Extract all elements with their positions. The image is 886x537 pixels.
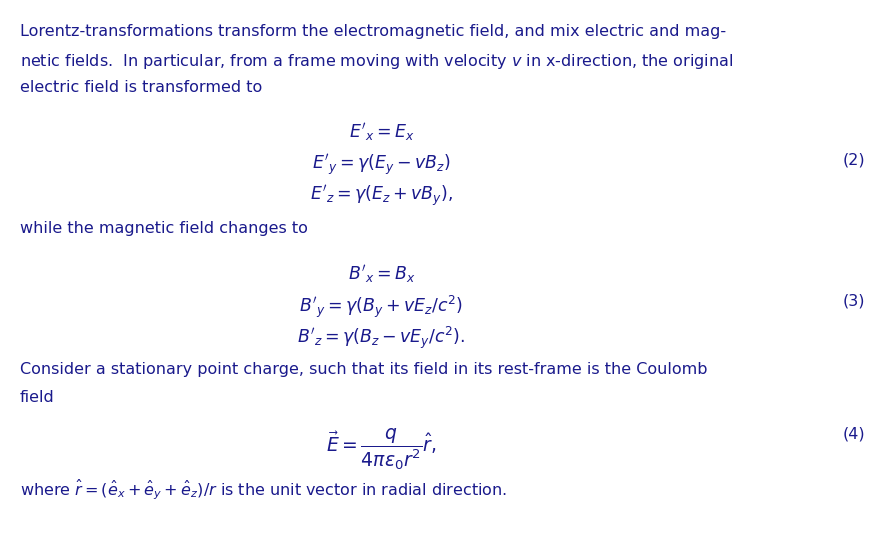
- Text: $B'_z = \gamma(B_z - vE_y/c^2).$: $B'_z = \gamma(B_z - vE_y/c^2).$: [297, 325, 465, 351]
- Text: where $\hat{r} = (\hat{e}_x + \hat{e}_y + \hat{e}_z)/r$ is the unit vector in ra: where $\hat{r} = (\hat{e}_x + \hat{e}_y …: [19, 477, 506, 502]
- Text: (2): (2): [841, 153, 864, 168]
- Text: field: field: [19, 390, 54, 405]
- Text: $\vec{E} = \dfrac{q}{4\pi\epsilon_0 r^2}\hat{r},$: $\vec{E} = \dfrac{q}{4\pi\epsilon_0 r^2}…: [326, 426, 436, 472]
- Text: Consider a stationary point charge, such that its field in its rest-frame is the: Consider a stationary point charge, such…: [19, 362, 706, 378]
- Text: $E'_z = \gamma(E_z + vB_y),$: $E'_z = \gamma(E_z + vB_y),$: [309, 184, 453, 209]
- Text: while the magnetic field changes to: while the magnetic field changes to: [19, 221, 307, 236]
- Text: (3): (3): [842, 294, 864, 309]
- Text: netic fields.  In particular, from a frame moving with velocity $v$ in x-directi: netic fields. In particular, from a fram…: [19, 52, 732, 71]
- Text: electric field is transformed to: electric field is transformed to: [19, 80, 261, 95]
- Text: $E'_x = E_x$: $E'_x = E_x$: [348, 121, 414, 143]
- Text: Lorentz-transformations transform the electromagnetic field, and mix electric an: Lorentz-transformations transform the el…: [19, 24, 725, 39]
- Text: $E'_y = \gamma(E_y - vB_z)$: $E'_y = \gamma(E_y - vB_z)$: [312, 153, 450, 178]
- Text: $B'_x = B_x$: $B'_x = B_x$: [347, 263, 415, 285]
- Text: (4): (4): [841, 426, 864, 441]
- Text: $B'_y = \gamma(B_y + vE_z/c^2)$: $B'_y = \gamma(B_y + vE_z/c^2)$: [299, 294, 462, 320]
